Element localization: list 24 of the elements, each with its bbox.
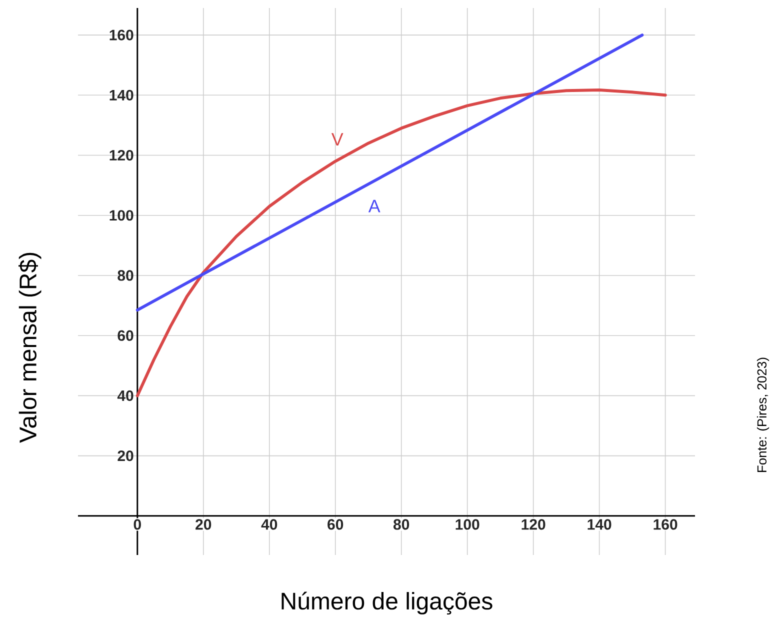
x-tick-label: 80	[393, 519, 410, 530]
x-tick-label: 140	[588, 519, 612, 530]
x-tick-label: 40	[261, 519, 278, 530]
line-series	[136, 88, 667, 398]
y-tick-label: 120	[110, 150, 134, 161]
x-tick-label: 160	[654, 519, 678, 530]
x-tick-label: 20	[196, 519, 212, 530]
x-tick-label: 60	[328, 519, 344, 530]
series-label: A	[368, 200, 380, 212]
y-tick-label: 160	[110, 30, 134, 40]
y-tick-label: 100	[110, 210, 134, 221]
y-axis-title: Valor mensal (R$)	[18, 252, 42, 443]
x-tick-label: 0	[134, 519, 141, 530]
y-tick-label: 140	[110, 90, 134, 100]
line-series	[136, 34, 644, 312]
y-tick-label: 60	[118, 330, 134, 341]
y-tick-label: 40	[117, 390, 134, 402]
source-note: Fonte: (Pires, 2023)	[756, 358, 770, 472]
x-tick-label: 120	[522, 519, 546, 530]
y-tick-label: 80	[118, 270, 134, 281]
y-tick-label: 20	[118, 450, 134, 462]
series-label: V	[331, 133, 344, 146]
x-tick-label: 100	[456, 519, 480, 530]
x-axis-title: Número de ligações	[282, 592, 492, 615]
